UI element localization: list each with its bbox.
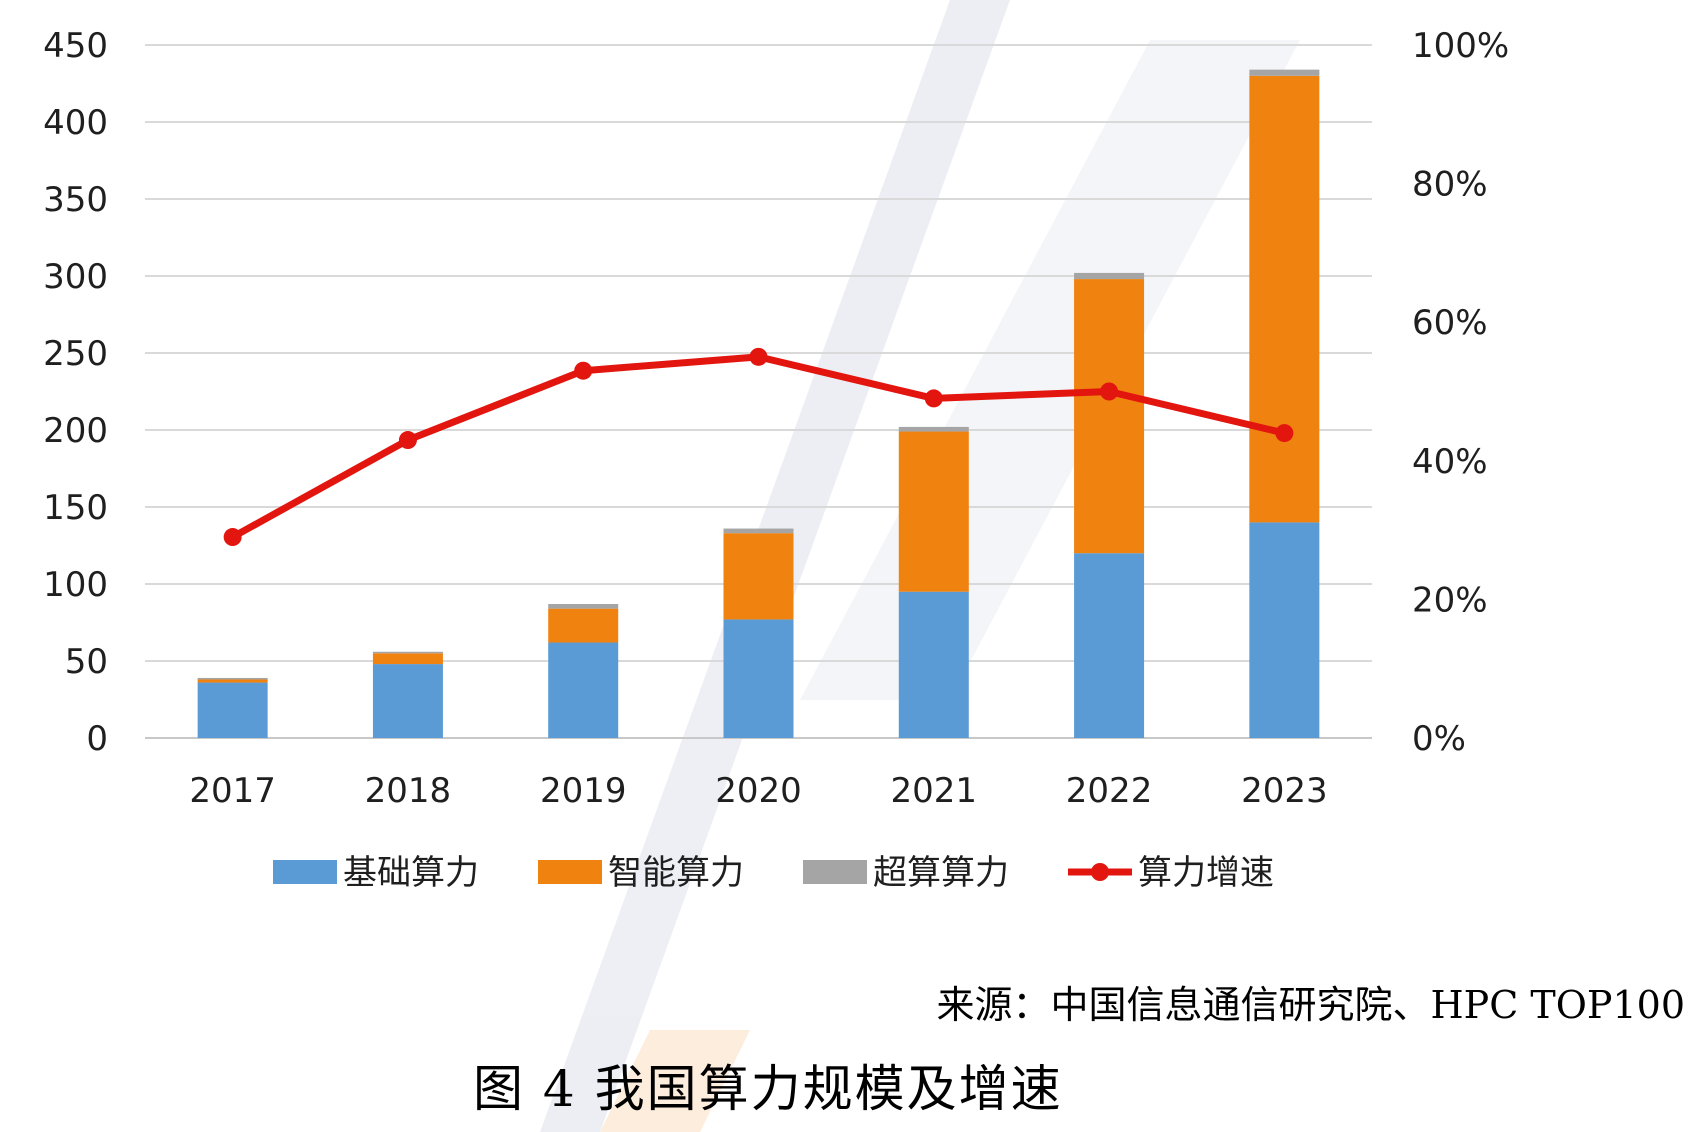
y-left-tick-label: 400 [43, 103, 108, 143]
bar-segment-1 [898, 591, 969, 738]
legend-label: 智能算力 [608, 853, 744, 893]
bar-segment-3 [372, 651, 443, 654]
y-right-tick-label: 20% [1412, 580, 1488, 620]
growth-point [1275, 424, 1294, 443]
bar-segment-3 [197, 677, 268, 680]
y-left-tick-label: 250 [43, 334, 108, 374]
growth-point [223, 528, 242, 547]
source-note: 来源：中国信息通信研究院、HPC TOP100 [937, 983, 1685, 1027]
legend-swatch [273, 860, 337, 884]
x-tick-label: 2019 [540, 771, 627, 811]
x-tick-label: 2018 [365, 771, 452, 811]
bar-segment-2 [898, 431, 969, 592]
growth-point [924, 389, 943, 408]
legend: 基础算力 智能算力 超算算力 算力增速 [273, 853, 1274, 893]
bar-segment-1 [548, 642, 619, 738]
x-tick-label: 2023 [1241, 771, 1328, 811]
legend-label: 基础算力 [343, 853, 479, 893]
bar-segment-2 [372, 653, 443, 665]
y-left-tick-label: 150 [43, 488, 108, 528]
bar-segment-3 [548, 604, 619, 609]
y-left-tick-label: 200 [43, 411, 108, 451]
growth-point [1100, 382, 1119, 401]
y-left-tick-label: 300 [43, 257, 108, 297]
legend-swatch [538, 860, 602, 884]
legend-label: 算力增速 [1138, 853, 1274, 893]
bar-segment-2 [197, 679, 268, 683]
bar-segment-2 [548, 608, 619, 643]
bar-segment-2 [1249, 75, 1320, 523]
bar-segment-3 [723, 528, 794, 534]
bar-segment-1 [197, 682, 268, 738]
bar-segment-3 [898, 426, 969, 432]
x-tick-label: 2020 [715, 771, 802, 811]
bar-segment-1 [723, 619, 794, 738]
bars [197, 69, 1320, 738]
y-left-tick-label: 50 [65, 642, 108, 682]
y-right-tick-label: 100% [1412, 26, 1509, 66]
growth-point [749, 347, 768, 366]
legend-label: 超算算力 [873, 853, 1009, 893]
y-left-tick-label: 350 [43, 180, 108, 220]
x-axis: 2017 2018 2019 2020 2021 2022 2023 [189, 771, 1327, 811]
y-axis-left: 0 50 100 150 200 250 300 350 400 450 [43, 26, 108, 759]
bar-segment-1 [1249, 522, 1320, 738]
y-right-tick-label: 80% [1412, 165, 1488, 205]
bar-segment-2 [1074, 279, 1145, 554]
y-left-tick-label: 450 [43, 26, 108, 66]
growth-line [223, 347, 1294, 547]
growth-point [398, 431, 417, 450]
bar-segment-1 [372, 664, 443, 738]
x-tick-label: 2021 [891, 771, 978, 811]
growth-point [574, 361, 593, 380]
bar-segment-3 [1074, 272, 1145, 280]
x-tick-label: 2017 [189, 771, 276, 811]
y-axis-right: 0% 20% 40% 60% 80% 100% [1412, 26, 1509, 759]
y-left-tick-label: 100 [43, 565, 108, 605]
y-left-tick-label: 0 [86, 719, 108, 759]
bar-segment-2 [723, 533, 794, 620]
legend-marker [1091, 863, 1109, 881]
bar-segment-1 [1074, 553, 1145, 738]
y-right-tick-label: 60% [1412, 303, 1488, 343]
bar-segment-3 [1249, 69, 1320, 76]
y-right-tick-label: 0% [1412, 719, 1466, 759]
figure-caption: 图 4 我国算力规模及增速 [473, 1060, 1063, 1118]
y-right-tick-label: 40% [1412, 442, 1488, 482]
x-tick-label: 2022 [1066, 771, 1153, 811]
legend-swatch [803, 860, 867, 884]
